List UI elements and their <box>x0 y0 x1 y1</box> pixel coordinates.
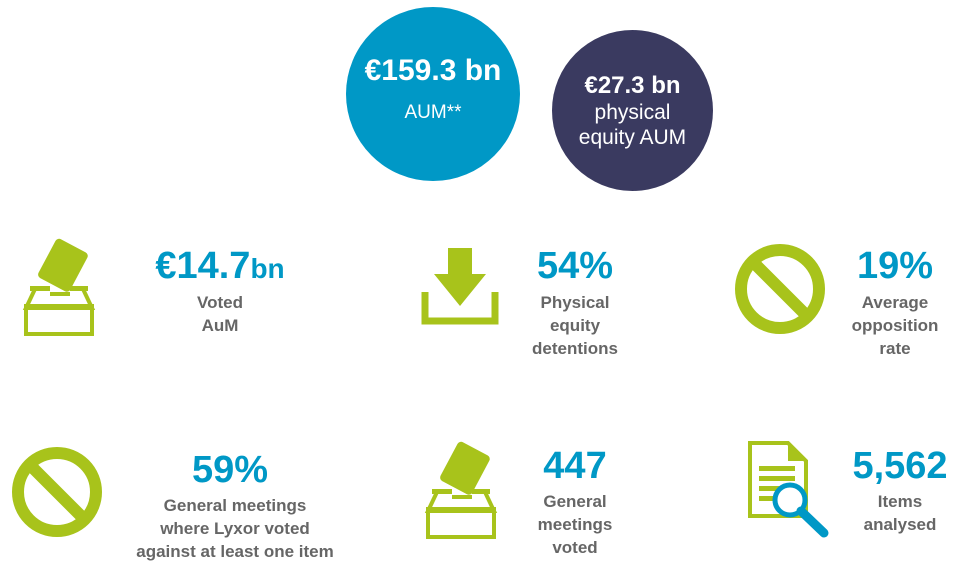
general-meetings-against-value: 59% <box>191 449 269 491</box>
items-analysed-label: Items analysed <box>863 492 937 534</box>
physical-equity-detentions-value: 54% <box>536 245 614 287</box>
items-analysed-value: 5,562 <box>852 445 948 487</box>
aum-label: AUM** <box>404 102 462 123</box>
voted-aum-label: Voted AuM <box>197 293 243 335</box>
prohibited-icon <box>735 244 825 334</box>
document-search-icon <box>748 441 829 538</box>
average-opposition-rate-value: 19% <box>856 245 934 287</box>
general-meetings-against-label: General meetings where Lyxor voted again… <box>136 496 334 561</box>
ballot-box-icon <box>22 238 96 336</box>
physical-equity-aum-value: €27.3 bn <box>584 71 681 99</box>
aum-circle: €159.3 bn AUM** <box>346 7 520 181</box>
general-meetings-voted-value: 447 <box>543 445 607 487</box>
prohibited-icon <box>12 447 102 537</box>
voted-aum-unit: bn <box>250 253 285 284</box>
voted-aum-value: €14.7bn <box>130 246 310 289</box>
average-opposition-rate-label: Average opposition rate <box>851 293 939 358</box>
physical-equity-detentions-label: Physical equity detentions <box>532 293 618 358</box>
physical-equity-aum-circle: €27.3 bn physical equity AUM <box>552 30 713 191</box>
physical-equity-aum-label: physical equity AUM <box>578 100 687 149</box>
ballot-box-icon <box>424 441 498 539</box>
download-icon <box>421 248 499 325</box>
general-meetings-voted-label: General meetings voted <box>537 492 613 557</box>
aum-value: €159.3 bn <box>364 54 502 87</box>
voted-aum-number: €14.7 <box>155 245 251 287</box>
